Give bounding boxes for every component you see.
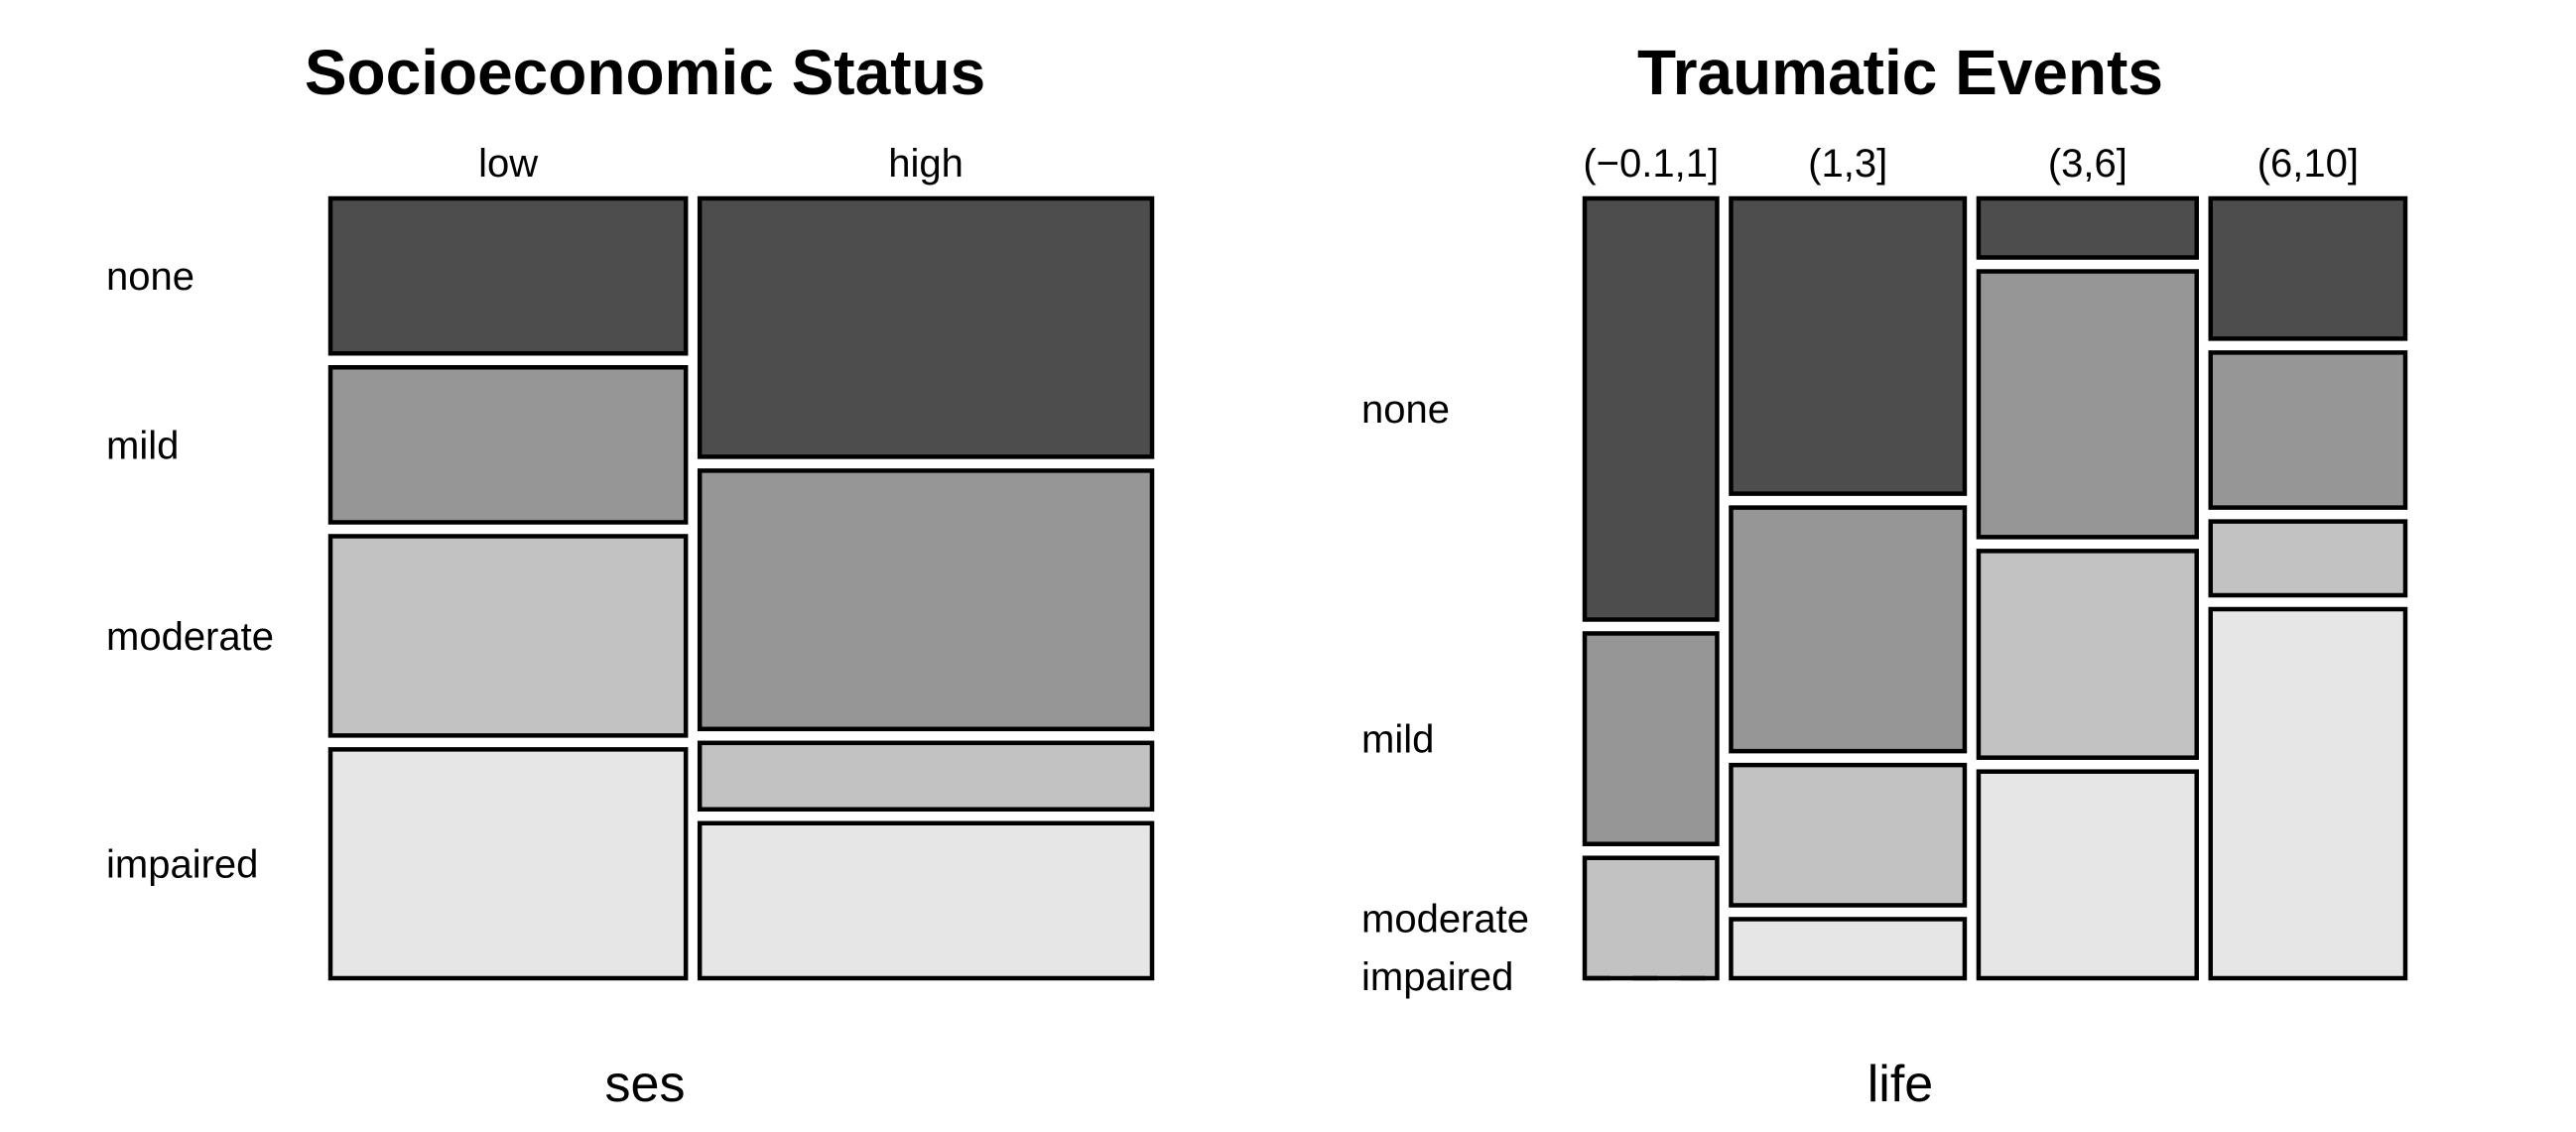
tile-6-10-mild xyxy=(2208,350,2408,510)
ses-panel: Socioeconomic Status low high none mild mod… xyxy=(106,37,1155,1113)
life-tiles xyxy=(1582,195,2408,981)
tile-1-3-none xyxy=(1729,195,1968,496)
tile-low-none xyxy=(327,195,689,356)
ses-tiles xyxy=(327,195,1155,981)
tile-0-1-1-none xyxy=(1582,195,1720,622)
level-label-mild: mild xyxy=(106,424,179,467)
category-label-6-10: (6,10] xyxy=(2257,142,2359,186)
tile-6-10-none xyxy=(2208,195,2408,341)
category-label-0-1-1: (−0.1,1] xyxy=(1583,142,1719,186)
tile-3-6-none xyxy=(1976,195,2199,260)
tile-3-6-mild xyxy=(1976,269,2199,540)
tile-0-1-1-mild xyxy=(1582,631,1720,846)
ses-axis-label: ses xyxy=(605,1056,686,1113)
tile-high-impaired xyxy=(697,820,1155,981)
tile-high-mild xyxy=(697,468,1155,732)
life-category-labels: (−0.1,1] (1,3] (3,6] (6,10] xyxy=(1583,142,2359,186)
category-label-1-3: (1,3] xyxy=(1808,142,1887,186)
tile-3-6-moderate xyxy=(1976,549,2199,760)
tile-0-1-1-moderate xyxy=(1582,855,1720,981)
life-panel: Traumatic Events (−0.1,1] (1,3] (3,6] (6,10… xyxy=(1361,37,2408,1113)
level-label-impaired: impaired xyxy=(1361,955,1513,999)
category-label-3-6: (3,6] xyxy=(2048,142,2127,186)
tile-1-3-impaired xyxy=(1729,917,1968,981)
level-label-none: none xyxy=(1361,388,1450,432)
level-label-moderate: moderate xyxy=(106,615,274,659)
tile-6-10-moderate xyxy=(2208,519,2408,598)
ses-level-labels: none mild moderate impaired xyxy=(106,255,274,887)
tile-low-moderate xyxy=(327,534,689,738)
tile-low-mild xyxy=(327,364,689,525)
tile-6-10-impaired xyxy=(2208,606,2408,981)
tile-high-none xyxy=(697,195,1155,459)
life-axis-label: life xyxy=(1868,1056,1933,1113)
level-label-mild: mild xyxy=(1361,718,1434,762)
category-label-low: low xyxy=(478,142,538,186)
category-label-high: high xyxy=(888,142,964,186)
tile-3-6-impaired xyxy=(1976,769,2199,981)
level-label-impaired: impaired xyxy=(106,843,258,887)
life-level-labels: none mild moderate impaired xyxy=(1361,388,1529,999)
ses-chart-title: Socioeconomic Status xyxy=(305,37,985,108)
tile-1-3-moderate xyxy=(1729,762,1968,908)
life-chart-title: Traumatic Events xyxy=(1637,37,2163,108)
level-label-none: none xyxy=(106,255,194,299)
tile-1-3-mild xyxy=(1729,505,1968,754)
ses-category-labels: low high xyxy=(478,142,964,186)
level-label-moderate: moderate xyxy=(1361,897,1529,941)
tile-low-impaired xyxy=(327,747,689,981)
tile-high-moderate xyxy=(697,740,1155,813)
